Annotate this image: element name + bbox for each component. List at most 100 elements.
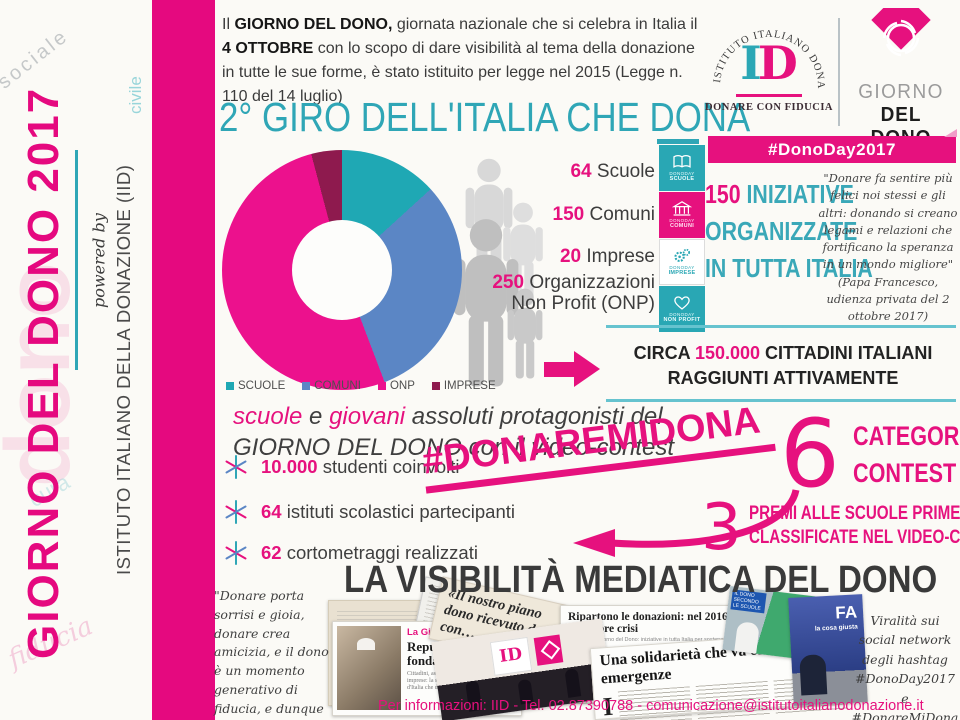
stat-value: 250 — [492, 272, 525, 293]
bullet-text: studenti coinvolti — [317, 456, 460, 477]
quote-text: "Donare porta sorrisi e gioia, donare cr… — [214, 588, 329, 720]
watermark-word-civile: civile — [126, 76, 145, 114]
stat-onp: 250 Organizzazioni Non Profit (ONP) — [430, 272, 655, 314]
iniziative-line3: IN TUTTA ITALIA — [705, 253, 873, 283]
tile-brand: DONODAY — [669, 218, 695, 223]
gdd-name-line1: GIORNO — [858, 81, 944, 103]
donut-legend: SCUOLE COMUNI ONP IMPRESE — [226, 380, 496, 392]
legend-swatch — [226, 382, 234, 390]
protagonists-pink: scuole — [233, 403, 303, 430]
footer-contact: Per informazioni: IID - Tel. 02.87390788… — [378, 698, 924, 714]
stat-imprese: 20 Imprese — [440, 246, 655, 268]
quote-text: "Donare fa sentire più felici noi stessi… — [818, 171, 958, 272]
tv-subtitle: la cosa giusta — [814, 623, 859, 633]
asterisk-icon — [225, 455, 247, 479]
reach-text: CIRCA — [633, 343, 695, 363]
legend-item: COMUNI — [302, 380, 361, 392]
iid-letter-i: I — [740, 36, 762, 90]
stat-comuni: 150 Comuni — [440, 204, 655, 226]
stat-value: 150 — [552, 204, 585, 225]
page-title: 2° GIRO DELL'ITALIA CHE DONA — [219, 94, 751, 140]
asterisk-icon — [225, 500, 247, 524]
media-section-title: LA VISIBILITÀ MEDIATICA DEL DONO — [344, 559, 938, 601]
tile-name: SCUOLE — [669, 176, 695, 182]
intro-text: Il — [222, 16, 235, 33]
intro-bold-giorno: GIORNO DEL DONO, — [234, 16, 393, 33]
stat-label: Comuni — [589, 204, 655, 225]
reach-statement: CIRCA 150.000 CITTADINI ITALIANI RAGGIUN… — [610, 341, 956, 391]
logo-divider — [838, 18, 840, 126]
gears-icon — [674, 248, 691, 262]
intro-text: giornata nazionale che si celebra in Ita… — [392, 16, 698, 33]
sidebar-title: GIORNO DEL DONO 2017 — [19, 86, 68, 659]
tile-non-profit: DONODAY NON PROFIT — [659, 286, 705, 332]
stat-value: 64 — [570, 161, 592, 182]
legend-label: COMUNI — [314, 380, 361, 392]
tile-imprese: DONODAY IMPRESE — [659, 239, 705, 285]
mattarella-quote: "Donare porta sorrisi e gioia, donare cr… — [214, 587, 334, 720]
newspaper-subline: Mercoledì il Giorno del Dono: iniziative… — [568, 637, 775, 643]
legend-swatch — [377, 382, 386, 390]
tile-name: NON PROFIT — [663, 317, 701, 323]
legend-item: IMPRESE — [431, 380, 496, 392]
tile-brand: DONODAY — [669, 171, 695, 176]
protagonists-text: e — [302, 403, 330, 430]
sidebar-divider-line — [75, 150, 78, 370]
stat-label: Imprese — [586, 246, 655, 267]
legend-label: ONP — [389, 380, 415, 392]
right-arrow-icon — [544, 351, 600, 387]
book-icon — [673, 155, 691, 168]
iid-arc-text-graphic: ISTITUTO ITALIANO DONAZIONE — [700, 0, 825, 90]
tile-name: COMUNI — [669, 223, 695, 229]
contest-contest-label: CONTEST — [853, 458, 957, 488]
bullet-text: istituti scolastici partecipanti — [281, 501, 515, 522]
heart-icon — [674, 296, 690, 310]
newspaper-photo — [337, 626, 401, 710]
tile-scuole: DONODAY SCUOLE — [659, 145, 705, 191]
papa-francesco-quote: "Donare fa sentire più felici noi stessi… — [818, 170, 958, 325]
tile-comuni: DONODAY COMUNI — [659, 192, 705, 238]
iid-letters: ID — [704, 40, 834, 86]
legend-item: ONP — [377, 380, 415, 392]
iniziative-number: 150 — [705, 179, 741, 209]
protagonists-pink: giovani — [329, 403, 406, 430]
stat-value: 20 — [559, 246, 582, 267]
legend-label: IMPRESE — [443, 380, 496, 392]
intro-text: con lo scopo di dare visibilità al tema … — [222, 40, 695, 105]
sidebar-pink-bar — [152, 0, 215, 720]
virality-note: Viralità sui social network degli hashta… — [851, 613, 959, 720]
category-tiles: DONODAY SCUOLE DONODAY COMUNI DONODAY IM… — [659, 145, 705, 333]
tile-name: IMPRESE — [668, 270, 696, 276]
legend-label: SCUOLE — [238, 380, 286, 392]
donut-chart — [222, 150, 462, 390]
contest-number-six: 6 — [780, 400, 840, 509]
iid-underline — [736, 94, 802, 97]
iid-letter-d: D — [757, 36, 798, 90]
protagonists-text: assoluti protagonisti del — [405, 403, 663, 430]
iid-logo: ISTITUTO ITALIANO DONAZIONE ID DONARE CO… — [700, 0, 834, 136]
contest-categorie-label: CATEGORIE — [853, 421, 960, 451]
legend-item: SCUOLE — [226, 380, 285, 392]
iid-tagline: DONARE CON FIDUCIA — [704, 102, 833, 113]
stat-label: Organizzazioni — [529, 272, 655, 293]
bullet-number: 10.000 — [261, 456, 318, 477]
event-figure — [564, 668, 582, 698]
stat-label-line2: Non Profit (ONP) — [511, 293, 655, 314]
tile-brand: DONODAY — [669, 312, 695, 317]
protagonists-heading: scuole e giovani assoluti protagonisti d… — [233, 401, 674, 463]
protagonists-line2: GIORNO DEL DONO con il video-contest — [233, 434, 675, 461]
bullet-number: 62 — [261, 542, 282, 563]
quote-attribution: (Papa Francesco, udienza privata del 2 o… — [826, 274, 950, 324]
sidebar-powered-by: powered by — [89, 213, 109, 308]
contest-number-three: 3 — [701, 491, 742, 565]
divider-line-top — [606, 325, 956, 328]
premi-label-line2: CLASSIFICATE NEL VIDEO-CONTEST — [749, 527, 960, 548]
bank-icon — [672, 201, 692, 216]
donoday-ribbon: #DonoDay2017 — [708, 129, 957, 163]
divider-line-bottom — [606, 399, 956, 402]
curved-arrow-icon — [573, 489, 800, 557]
intro-paragraph: Il GIORNO DEL DONO, giornata nazionale c… — [222, 13, 706, 109]
giorno-del-dono-logo: GIORNO DEL DONO — [846, 0, 956, 150]
bullet-text: cortometraggi realizzati — [281, 542, 478, 563]
reach-text: CITTADINI ITALIANI RAGGIUNTI ATTIVAMENTE — [667, 343, 933, 388]
